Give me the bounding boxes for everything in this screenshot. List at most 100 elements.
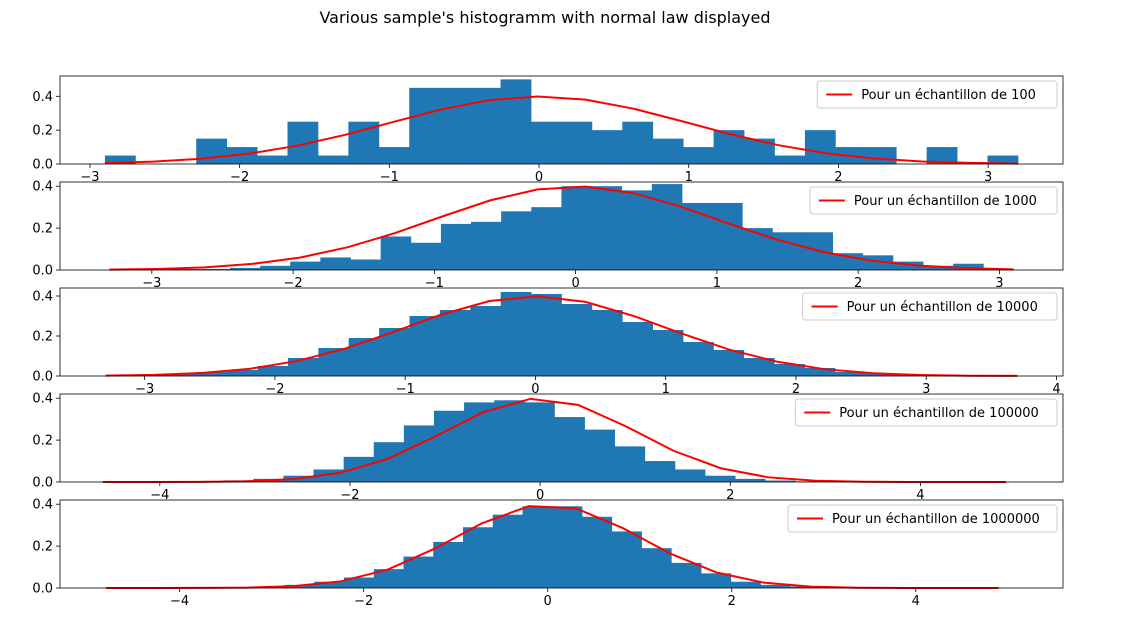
x-tick-label: 0 xyxy=(531,382,539,397)
histogram-bar xyxy=(584,429,616,482)
histogram-bar xyxy=(290,261,321,270)
histogram-bar xyxy=(348,338,380,376)
legend-box xyxy=(816,80,1058,109)
x-tick-label: 3 xyxy=(922,382,930,397)
histogram-bar xyxy=(409,316,441,376)
figure-title: Various sample's histogramm with normal … xyxy=(319,8,770,27)
y-tick-label: 0.0 xyxy=(32,582,53,597)
axes-frame xyxy=(59,499,1064,589)
histogram-bar xyxy=(987,155,1019,164)
x-tick-label: 0 xyxy=(535,170,543,185)
histogram-bar xyxy=(712,202,743,270)
legend-label: Pour un échantillon de 1000 xyxy=(854,194,1037,209)
x-tick-label: −2 xyxy=(340,488,359,503)
histogram-bar xyxy=(804,368,836,376)
legend: Pour un échantillon de 100000 xyxy=(794,398,1058,427)
x-tick-label: −2 xyxy=(265,382,284,397)
histogram-bar xyxy=(953,263,984,270)
x-tick-label: −4 xyxy=(150,488,169,503)
histogram-bar xyxy=(681,202,713,270)
subplot-1: −3 −2 −1 0 1 2 3 0.0 0.2 0.4 Pour un échantillon d… xyxy=(32,75,1064,185)
subplot-3: −3 −2 −1 0 1 2 3 4 0.0 0.2 0.4 Pour un échantillon … xyxy=(32,287,1064,397)
y-tick-label: 0.2 xyxy=(32,330,53,345)
x-tick-label: −2 xyxy=(354,594,373,609)
x-tick-label: −3 xyxy=(135,382,154,397)
histogram-bar xyxy=(522,506,553,588)
histogram-bar xyxy=(743,358,775,376)
histogram-bar xyxy=(403,425,435,482)
histogram-bar xyxy=(169,268,201,270)
histogram-bar xyxy=(834,372,866,376)
histogram-bar xyxy=(713,130,745,164)
histogram-bar xyxy=(439,87,471,164)
normal-law-line xyxy=(106,505,999,589)
y-tick-label: 0.0 xyxy=(32,370,53,385)
legend-box xyxy=(787,504,1058,533)
histogram-bars xyxy=(105,292,1018,376)
histogram-bar xyxy=(554,417,585,482)
axes-frame xyxy=(59,75,1064,165)
y-tick-label: 0.2 xyxy=(32,434,53,449)
histogram-bar xyxy=(196,138,228,164)
histogram-bar xyxy=(410,242,442,270)
histogram-bar xyxy=(226,147,258,164)
histogram-bar xyxy=(790,586,821,588)
histogram-bar xyxy=(471,221,502,270)
x-tick-label: −1 xyxy=(425,276,444,291)
legend-label: Pour un échantillon de 1000000 xyxy=(832,512,1040,527)
histogram-bar xyxy=(166,374,198,376)
normal-law-line xyxy=(109,185,1014,271)
x-tick-label: 1 xyxy=(713,276,721,291)
histogram-bar xyxy=(287,358,319,376)
subplot-5: −4 −2 0 2 4 0.0 0.2 0.4 Pour un échantillon de 1… xyxy=(32,498,1064,609)
histogram-bar xyxy=(772,232,803,270)
y-tick-label: 0.4 xyxy=(32,392,53,407)
histogram-bar xyxy=(403,556,434,588)
y-tick-label: 0.0 xyxy=(32,476,53,491)
histogram-bar xyxy=(440,223,472,270)
histogram-bar xyxy=(760,584,791,588)
histogram-bar xyxy=(622,121,654,164)
axes-frame xyxy=(59,181,1064,271)
y-tick-label: 0.2 xyxy=(32,540,53,555)
histogram-bar xyxy=(494,400,525,482)
y-tick-label: 0.2 xyxy=(32,124,53,139)
x-tick-label: −2 xyxy=(230,170,249,185)
x-tick-label: 1 xyxy=(662,382,670,397)
x-tick-label: 3 xyxy=(984,170,992,185)
histogram-bar xyxy=(344,577,375,588)
histogram-bar xyxy=(713,350,745,376)
y-tick-label: 0.4 xyxy=(32,290,53,305)
y-tick-label: 0.0 xyxy=(32,264,53,279)
histogram-bar xyxy=(350,259,382,270)
x-tick-label: −1 xyxy=(396,382,415,397)
histogram-bar xyxy=(320,257,351,270)
histogram-bar xyxy=(492,514,523,588)
histogram-bar xyxy=(314,581,345,588)
histogram-bar xyxy=(641,548,672,588)
histogram-bar xyxy=(614,446,646,482)
histogram-bar xyxy=(621,190,653,270)
histogram-bar xyxy=(409,87,441,164)
x-tick-label: 2 xyxy=(834,170,842,185)
histogram-bar xyxy=(923,265,954,270)
normal-law-line xyxy=(104,95,1019,165)
histogram-bars xyxy=(102,400,1007,482)
histogram-bar xyxy=(433,410,465,482)
histogram-bar xyxy=(500,292,532,376)
x-tick-label: 0 xyxy=(571,276,579,291)
histogram-bar xyxy=(463,527,494,588)
histogram-bar xyxy=(257,366,289,376)
histogram-bar xyxy=(591,186,623,270)
x-tick-label: 2 xyxy=(726,488,734,503)
histogram-bars xyxy=(106,506,999,588)
histogram-bar xyxy=(683,147,714,164)
histogram-bar xyxy=(530,121,562,164)
histogram-bar xyxy=(591,130,623,164)
y-tick-label: 0.2 xyxy=(32,222,53,237)
histogram-bar xyxy=(229,267,261,270)
histogram-bar xyxy=(652,138,684,164)
histogram-bar xyxy=(464,402,495,482)
y-tick-label: 0.0 xyxy=(32,158,53,173)
histogram-bar xyxy=(701,573,732,588)
